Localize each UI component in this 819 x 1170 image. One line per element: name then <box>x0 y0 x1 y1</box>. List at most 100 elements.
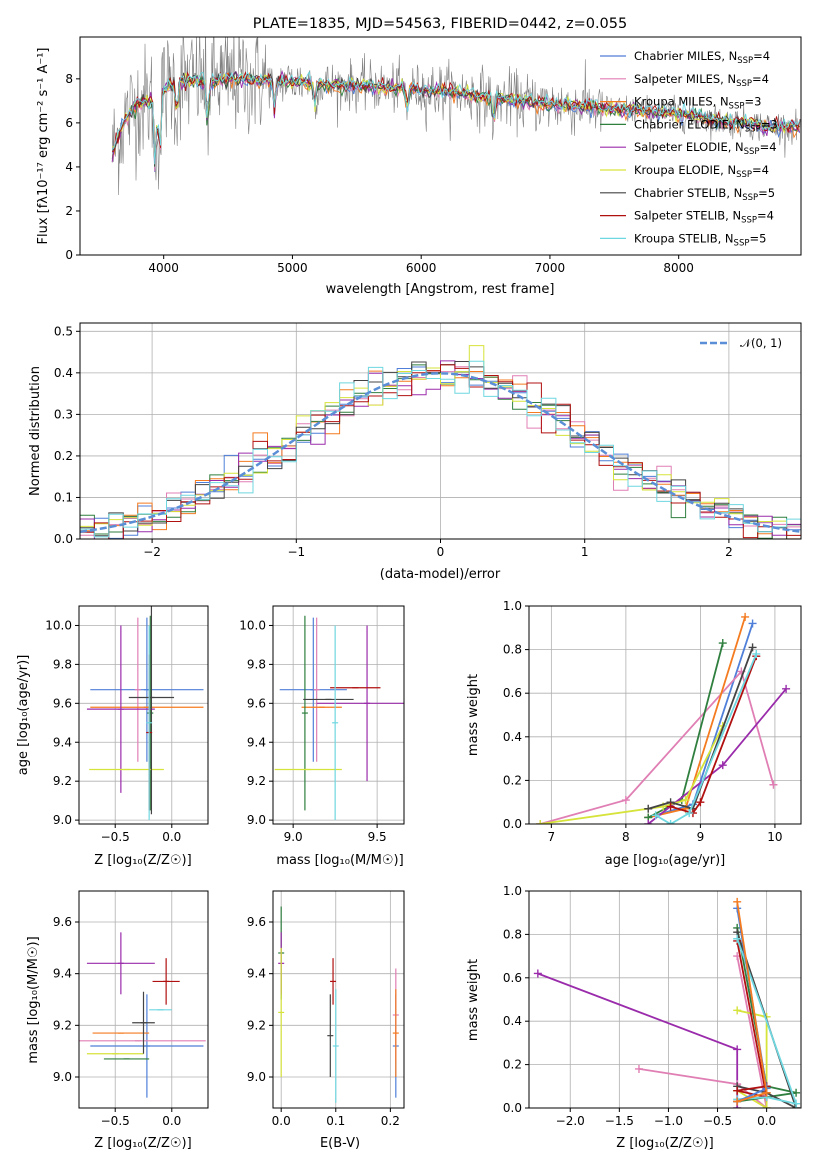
age-vs-mass-ytick-label: 9.8 <box>247 657 266 671</box>
weight-vs-age-xtick-label: 8 <box>622 830 630 844</box>
weight-vs-Z-series-line <box>638 955 768 1108</box>
spectrum-xlabel: wavelength [Angstrom, rest frame] <box>326 282 555 297</box>
residuals-xtick-label: 0 <box>437 545 445 559</box>
grid-layer <box>79 323 801 1109</box>
mass-vs-EBV-xtick-label: 0.1 <box>326 1114 345 1128</box>
age-vs-Z-ytick-label: 9.8 <box>53 657 72 671</box>
weight-vs-age-point-marker <box>685 809 694 818</box>
weight-vs-age-xtick-label: 10 <box>767 830 782 844</box>
weight-vs-Z-point-marker <box>733 1086 742 1095</box>
spectrum-xtick-label: 6000 <box>406 261 437 275</box>
spectrum-legend-label: Salpeter MILES, NSSP=4 <box>634 72 769 89</box>
mass-vs-Z-ytick-label: 9.0 <box>53 1070 72 1084</box>
weight-vs-age-point-marker <box>769 780 778 789</box>
weight-vs-Z-plot <box>533 897 801 1108</box>
weight-vs-Z-series-line <box>736 940 768 1099</box>
spectrum-model-line <box>111 72 801 167</box>
mass-vs-EBV-frame <box>272 890 405 1109</box>
age-vs-Z-plot <box>86 606 204 821</box>
mass-vs-Z-frame <box>78 890 209 1109</box>
weight-vs-Z-point-marker <box>733 1045 742 1054</box>
residuals-normal-curve <box>80 372 801 533</box>
spectrum-legend-label: Kroupa STELIB, NSSP=5 <box>634 231 766 248</box>
weight-vs-age-ytick-label: 0.4 <box>503 730 522 744</box>
weight-vs-age-point-marker <box>748 643 757 652</box>
weight-vs-age-point-marker <box>718 639 727 648</box>
weight-vs-Z-point-marker <box>762 1104 771 1108</box>
spectrum-xtick-label: 8000 <box>663 261 694 275</box>
residuals-ytick-label: 0.1 <box>54 490 73 504</box>
spectrum-ytick-label: 4 <box>65 160 73 174</box>
weight-vs-age-point-marker <box>681 796 690 805</box>
weight-vs-Z-xtick-label: −1.5 <box>605 1114 634 1128</box>
weight-vs-age-series-line <box>647 647 754 810</box>
weight-vs-age-point-marker <box>651 811 660 820</box>
weight-vs-age-series-line <box>647 642 724 819</box>
age-vs-Z-ytick-label: 10.0 <box>45 618 72 632</box>
spectrum-xtick-label: 7000 <box>535 261 566 275</box>
mass-vs-EBV-xtick-label: 0.2 <box>381 1114 400 1128</box>
mass-vs-EBV-ytick-label: 9.2 <box>247 1018 266 1032</box>
weight-vs-age-xtick-label: 9 <box>697 830 705 844</box>
mass-vs-Z-xtick-label: −0.5 <box>101 1114 130 1128</box>
ageZ-xlabel: Z [log₁₀(Z/Z☉)] <box>94 853 191 868</box>
age-vs-Z-frame <box>78 605 209 825</box>
weight-vs-Z-point-marker <box>634 1064 643 1073</box>
weight-vs-age-series-line <box>670 655 758 815</box>
residuals-ytick-label: 0.4 <box>54 366 73 380</box>
weight-vs-age-ytick-label: 0.6 <box>503 686 522 700</box>
weight-vs-age-ytick-label: 1.0 <box>503 599 522 613</box>
weight-vs-age-point-marker <box>666 802 675 811</box>
weight-vs-age-point-marker <box>536 820 545 824</box>
weight-vs-age-point-marker <box>748 619 757 628</box>
weight-vs-age-series-line <box>655 653 758 824</box>
weight-vs-age-frame <box>528 605 802 825</box>
weight-vs-age-plot <box>536 612 791 824</box>
spectrum-xtick-label: 5000 <box>277 261 308 275</box>
age-vs-Z-ytick-label: 9.6 <box>53 696 72 710</box>
mass-vs-Z-xtick-label: 0.0 <box>162 1114 181 1128</box>
age-vs-mass-ytick-label: 9.4 <box>247 735 266 749</box>
weight-vs-Z-series-line <box>736 938 798 1105</box>
weight-vs-Z-ytick-label: 0.4 <box>503 1014 522 1028</box>
weight-vs-Z-xtick-label: 0.0 <box>757 1114 776 1128</box>
residuals-histogram <box>80 345 801 539</box>
wAge-ylabel: mass weight <box>466 674 481 756</box>
age-vs-mass-frame <box>272 605 405 825</box>
weight-vs-Z-point-marker <box>733 934 742 943</box>
residuals-xtick-label: −2 <box>143 545 161 559</box>
weight-vs-age-point-marker <box>741 612 750 621</box>
age-vs-Z-xtick-label: 0.0 <box>162 830 181 844</box>
age-vs-Z-xtick-label: −0.5 <box>101 830 130 844</box>
weight-vs-Z-ytick-label: 1.0 <box>503 884 522 898</box>
age-vs-Z-ytick-label: 9.4 <box>53 735 72 749</box>
residuals-ytick-label: 0.2 <box>54 449 73 463</box>
age-vs-mass-ytick-label: 9.2 <box>247 774 266 788</box>
mass-vs-EBV-ytick-label: 9.4 <box>247 967 266 981</box>
mass-vs-Z-ytick-label: 9.2 <box>53 1018 72 1032</box>
weight-vs-age-point-marker <box>644 820 653 824</box>
spectrum-legend: Chabrier MILES, NSSP=4 Salpeter MILES, NS… <box>600 49 778 248</box>
spectrum-ytick-label: 2 <box>65 204 73 218</box>
spectrum-legend-label: Chabrier MILES, NSSP=4 <box>634 49 770 66</box>
weight-vs-age-point-marker <box>718 761 727 770</box>
spectrum-model-line <box>111 70 801 165</box>
mass-vs-Z-ytick-label: 9.6 <box>53 915 72 929</box>
weight-vs-Z-ytick-label: 0.6 <box>503 971 522 985</box>
residuals-histogram <box>80 364 801 539</box>
age-vs-mass-plot <box>274 615 404 821</box>
massZ-ylabel: mass [log₁₀(M/M☉)] <box>26 936 41 1063</box>
spectrum-legend-label: Chabrier STELIB, NSSP=5 <box>634 186 775 203</box>
residuals-ytick-label: 0.5 <box>54 324 73 338</box>
massZ-xlabel: Z [log₁₀(Z/Z☉)] <box>94 1136 191 1151</box>
weight-vs-Z-frame <box>528 890 802 1109</box>
mass-vs-EBV-xtick-label: 0.0 <box>272 1114 291 1128</box>
residuals-legend-label: 𝒩(0, 1) <box>740 336 782 350</box>
weight-vs-age-xtick-label: 7 <box>548 830 556 844</box>
age-vs-mass-ytick-label: 9.0 <box>247 813 266 827</box>
wZ-ylabel: mass weight <box>466 959 481 1041</box>
spectrum-frame <box>79 36 802 256</box>
mass-vs-EBV-plot <box>278 906 399 1103</box>
mass-vs-EBV-ytick-label: 9.6 <box>247 915 266 929</box>
age-vs-mass-xtick-label: 9.0 <box>284 830 303 844</box>
